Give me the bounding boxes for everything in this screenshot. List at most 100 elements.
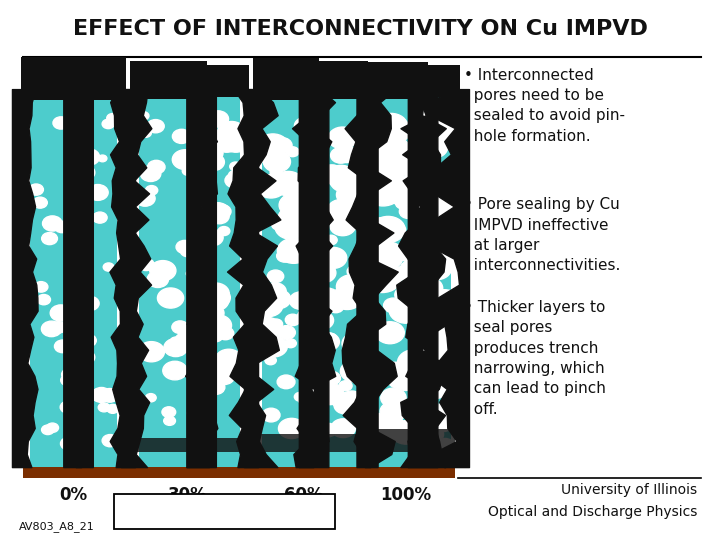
Circle shape xyxy=(42,233,58,245)
Circle shape xyxy=(326,165,356,188)
Circle shape xyxy=(88,185,108,200)
Circle shape xyxy=(145,186,158,195)
Circle shape xyxy=(259,176,271,185)
Circle shape xyxy=(347,265,365,279)
Bar xyxy=(204,89,240,467)
Circle shape xyxy=(426,357,441,368)
Circle shape xyxy=(204,327,224,342)
Circle shape xyxy=(145,394,156,402)
Circle shape xyxy=(435,255,456,271)
Circle shape xyxy=(202,291,229,311)
Circle shape xyxy=(332,286,362,309)
Circle shape xyxy=(98,155,107,162)
Circle shape xyxy=(395,286,418,303)
Circle shape xyxy=(348,322,360,332)
Circle shape xyxy=(147,119,164,133)
Bar xyxy=(371,429,423,452)
Text: 60%: 60% xyxy=(284,486,323,504)
Bar xyxy=(417,65,460,97)
Circle shape xyxy=(387,188,407,204)
Circle shape xyxy=(388,372,409,388)
Circle shape xyxy=(397,176,421,195)
Text: • Interconnected
  pores need to be
  sealed to avoid pin-
  hole formation.: • Interconnected pores need to be sealed… xyxy=(464,68,625,144)
Circle shape xyxy=(162,407,176,417)
Circle shape xyxy=(371,144,397,164)
Circle shape xyxy=(377,263,397,278)
Circle shape xyxy=(381,181,405,200)
Circle shape xyxy=(417,231,448,255)
Circle shape xyxy=(334,396,356,414)
Circle shape xyxy=(316,333,339,351)
Bar xyxy=(261,89,311,467)
Circle shape xyxy=(253,317,281,339)
Circle shape xyxy=(214,369,234,384)
Circle shape xyxy=(204,202,230,222)
Circle shape xyxy=(389,174,404,186)
Circle shape xyxy=(35,282,48,292)
Circle shape xyxy=(140,166,161,181)
Circle shape xyxy=(60,401,76,413)
Circle shape xyxy=(341,399,360,413)
Circle shape xyxy=(325,235,337,245)
Circle shape xyxy=(163,416,176,426)
Circle shape xyxy=(420,426,444,443)
Circle shape xyxy=(382,169,402,185)
Circle shape xyxy=(197,143,223,163)
Text: Interconnectivity: Interconnectivity xyxy=(145,503,305,521)
Circle shape xyxy=(262,183,279,196)
Circle shape xyxy=(271,219,287,230)
Circle shape xyxy=(174,332,200,352)
Circle shape xyxy=(37,294,50,305)
Circle shape xyxy=(320,165,343,183)
Circle shape xyxy=(42,321,62,336)
Circle shape xyxy=(101,389,119,402)
Text: 30%: 30% xyxy=(168,486,207,504)
Circle shape xyxy=(279,207,306,228)
Text: 100%: 100% xyxy=(380,486,431,504)
Circle shape xyxy=(29,184,43,195)
Circle shape xyxy=(53,117,69,129)
Bar xyxy=(308,61,369,99)
Circle shape xyxy=(391,421,421,444)
Circle shape xyxy=(438,340,451,350)
Circle shape xyxy=(384,144,402,158)
Circle shape xyxy=(262,148,289,169)
Circle shape xyxy=(394,266,412,280)
Circle shape xyxy=(328,171,348,186)
Circle shape xyxy=(73,164,95,181)
Circle shape xyxy=(416,163,450,188)
Circle shape xyxy=(172,129,191,144)
Circle shape xyxy=(422,257,451,280)
Circle shape xyxy=(203,287,230,308)
Circle shape xyxy=(291,217,304,227)
Circle shape xyxy=(400,379,414,389)
Circle shape xyxy=(415,278,443,299)
Circle shape xyxy=(294,393,306,401)
Circle shape xyxy=(368,237,388,252)
Circle shape xyxy=(202,229,223,246)
Circle shape xyxy=(289,292,312,309)
Circle shape xyxy=(269,319,283,329)
Circle shape xyxy=(78,444,92,454)
Circle shape xyxy=(297,310,312,321)
Circle shape xyxy=(424,240,456,265)
Circle shape xyxy=(310,311,333,329)
Bar xyxy=(22,462,455,478)
Circle shape xyxy=(271,138,292,154)
Circle shape xyxy=(389,224,405,236)
Circle shape xyxy=(176,240,193,254)
Bar xyxy=(195,65,249,97)
Circle shape xyxy=(93,212,107,223)
Circle shape xyxy=(50,305,71,321)
Circle shape xyxy=(217,327,234,340)
Circle shape xyxy=(103,263,114,271)
Circle shape xyxy=(315,383,343,404)
Circle shape xyxy=(397,240,426,262)
Circle shape xyxy=(91,388,111,402)
Circle shape xyxy=(330,147,351,163)
Circle shape xyxy=(150,261,176,281)
Circle shape xyxy=(327,199,356,222)
Text: Optical and Discharge Physics: Optical and Discharge Physics xyxy=(488,505,698,519)
Bar xyxy=(22,70,455,478)
Circle shape xyxy=(276,249,293,262)
